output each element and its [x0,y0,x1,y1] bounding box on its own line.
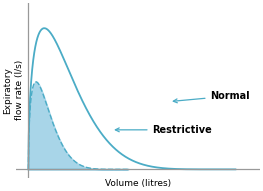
Y-axis label: Expiratory
flow rate (l/s): Expiratory flow rate (l/s) [3,60,24,121]
Text: Restrictive: Restrictive [115,125,212,135]
Text: Normal: Normal [173,91,250,103]
X-axis label: Volume (litres): Volume (litres) [105,179,171,188]
